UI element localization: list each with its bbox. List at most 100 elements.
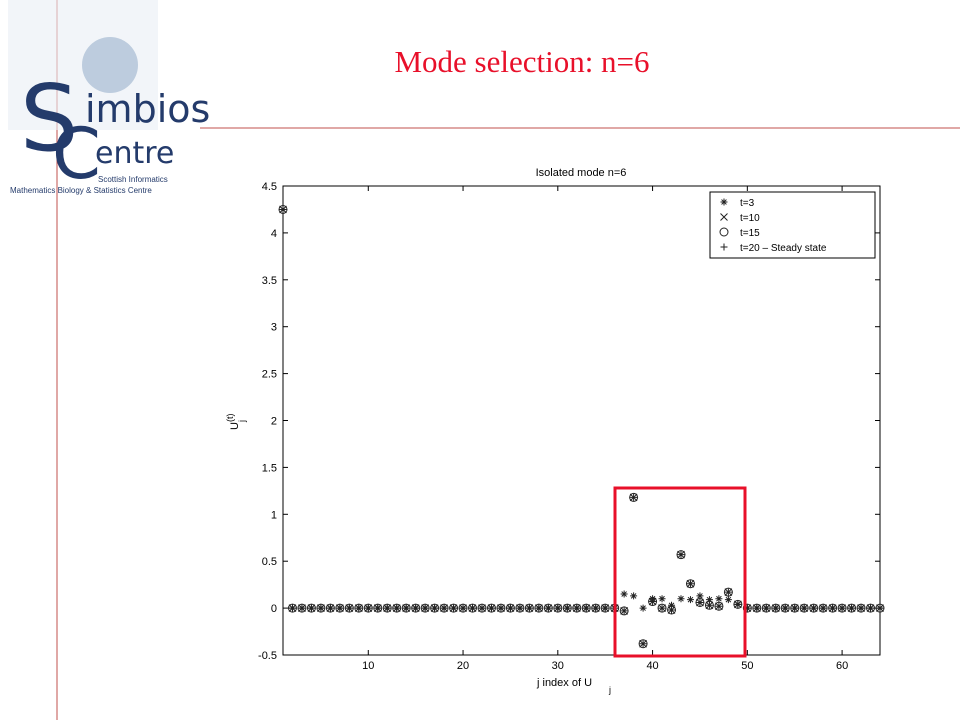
- point: [715, 595, 723, 603]
- point: [581, 603, 591, 613]
- point: [382, 603, 392, 613]
- point: [562, 603, 572, 613]
- point: [752, 603, 762, 613]
- point: [818, 603, 828, 613]
- point: [278, 204, 288, 214]
- point: [458, 603, 468, 613]
- logo-caption: Mathematics Biology & Statistics Centre: [10, 186, 152, 195]
- point: [553, 603, 563, 613]
- point: [336, 604, 344, 612]
- point: [639, 604, 647, 612]
- point: [421, 604, 429, 612]
- y-tick-label: 1: [271, 509, 277, 521]
- point: [867, 604, 875, 612]
- y-axis-label: U j (t): [225, 414, 247, 431]
- point: [668, 606, 676, 614]
- logo-letter-s: S: [20, 65, 78, 172]
- point: [554, 604, 562, 612]
- point: [639, 640, 647, 648]
- point: [630, 493, 638, 501]
- point: [591, 603, 601, 613]
- x-label-base: j index of U: [536, 677, 592, 689]
- point: [335, 603, 345, 613]
- y-label-sub: j: [237, 420, 247, 423]
- x-tick-label: 40: [646, 660, 658, 672]
- point: [373, 603, 383, 613]
- y-tick-label: 3: [271, 322, 277, 334]
- point: [875, 603, 885, 613]
- point: [412, 604, 420, 612]
- point: [582, 604, 590, 612]
- plot: -0.5 0 0.5 1 1.5 2 2.5 3 3.5 4 4.5 10 20 30 40 50 60 t=3 t…: [258, 181, 885, 672]
- x-label-sub: j: [608, 685, 611, 695]
- point: [298, 604, 306, 612]
- point: [468, 603, 478, 613]
- point: [771, 603, 781, 613]
- highlight-box: [613, 486, 747, 658]
- point: [781, 604, 789, 612]
- point: [810, 604, 818, 612]
- logo-letter-c: C: [52, 113, 101, 195]
- point: [856, 603, 866, 613]
- x-tick-label: 50: [741, 660, 753, 672]
- point: [658, 604, 666, 612]
- point: [316, 603, 326, 613]
- point: [601, 604, 609, 612]
- point: [516, 604, 524, 612]
- point: [791, 604, 799, 612]
- point: [600, 603, 610, 613]
- y-label-sup: (t): [225, 414, 235, 423]
- point: [392, 603, 402, 613]
- point: [440, 604, 448, 612]
- point: [848, 604, 856, 612]
- point: [696, 592, 704, 600]
- point: [819, 604, 827, 612]
- y-tick-label: -0.5: [258, 650, 277, 662]
- legend-marker: [720, 243, 728, 251]
- legend: [709, 191, 876, 259]
- point: [449, 603, 459, 613]
- point: [866, 603, 876, 613]
- point: [402, 604, 410, 612]
- point: [714, 601, 724, 611]
- point: [306, 603, 316, 613]
- point: [648, 597, 658, 607]
- point: [857, 604, 865, 612]
- x-tick-label: 20: [457, 660, 469, 672]
- point: [723, 587, 733, 597]
- logo-word: imbios: [85, 87, 210, 131]
- legend-label: t=15: [740, 228, 760, 239]
- point: [374, 604, 382, 612]
- point: [497, 604, 505, 612]
- point: [317, 604, 325, 612]
- point: [439, 603, 449, 613]
- point: [715, 602, 723, 610]
- point: [572, 603, 582, 613]
- point: [638, 639, 648, 649]
- point: [325, 603, 335, 613]
- point: [297, 603, 307, 613]
- point: [430, 603, 440, 613]
- point: [876, 604, 884, 612]
- legend-label: t=10: [740, 213, 760, 224]
- y-tick-label: 0: [271, 603, 277, 615]
- point: [742, 603, 752, 613]
- point: [477, 603, 487, 613]
- legend-marker: [720, 198, 728, 206]
- point: [780, 603, 790, 613]
- point: [668, 601, 676, 609]
- y-tick-label: 4: [271, 228, 277, 240]
- y-tick-label: 0.5: [262, 556, 277, 568]
- point: [487, 604, 495, 612]
- point: [287, 603, 297, 613]
- point: [401, 603, 411, 613]
- logo: S imbios C entre Scottish Informatics Ma…: [8, 0, 210, 195]
- point: [695, 597, 705, 607]
- x-tick-label: 10: [362, 660, 374, 672]
- point: [829, 604, 837, 612]
- logo-word: entre: [95, 136, 174, 171]
- point: [459, 604, 467, 612]
- point: [420, 603, 430, 613]
- point: [685, 579, 695, 589]
